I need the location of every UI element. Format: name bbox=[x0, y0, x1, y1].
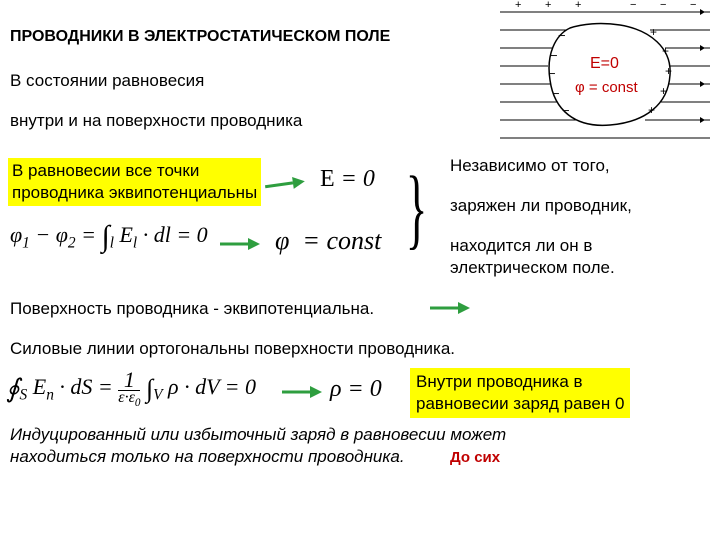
diag-label-E0: E=0 bbox=[590, 55, 619, 72]
brace-icon: } bbox=[406, 168, 428, 249]
svg-text:+: + bbox=[648, 103, 655, 117]
induced-charge-text: Индуцированный или избыточный заряд в ра… bbox=[10, 424, 506, 468]
formula-E0: E = 0 bbox=[320, 166, 375, 193]
page-title: ПРОВОДНИКИ В ЭЛЕКТРОСТАТИЧЕСКОМ ПОЛЕ bbox=[10, 28, 390, 46]
svg-text:−: − bbox=[552, 86, 560, 101]
svg-text:+: + bbox=[660, 84, 667, 98]
equilibrium-text: В состоянии равновесия bbox=[10, 70, 204, 92]
arrow-icon-2 bbox=[220, 238, 260, 250]
diag-label-phiconst: φ = const bbox=[575, 79, 639, 96]
in-field-text: находится ли он в электрическом поле. bbox=[450, 235, 615, 279]
do-sih-text: До сих bbox=[450, 448, 500, 468]
inside-surface-text: внутри и на поверхности проводника bbox=[10, 110, 302, 132]
charged-text: заряжен ли проводник, bbox=[450, 195, 632, 217]
surface-equipotential-text: Поверхность проводника - эквипотенциальн… bbox=[10, 298, 374, 320]
formula-surface-integral: ∮S En · dS = 1ε·ε0 ∫V ρ · dV = 0 bbox=[6, 370, 256, 408]
formula-rho-zero: ρ = 0 bbox=[330, 376, 382, 403]
svg-text:+: + bbox=[575, 0, 581, 11]
formula-phi-const: φ = const bbox=[275, 226, 381, 256]
svg-text:+: + bbox=[515, 0, 521, 11]
formula-integral-phi: φ1 − φ2 = ∫l El · dl = 0 bbox=[10, 220, 208, 254]
equipotential-all-text: В равновесии все точки проводника эквипо… bbox=[8, 158, 261, 206]
svg-text:−: − bbox=[550, 48, 558, 63]
svg-text:+: + bbox=[662, 44, 669, 58]
svg-text:+: + bbox=[650, 25, 657, 39]
inside-zero-text: Внутри проводника в равновесии заряд рав… bbox=[410, 368, 630, 418]
arrow-icon-4 bbox=[282, 386, 322, 398]
svg-text:−: − bbox=[660, 0, 666, 11]
svg-text:+: + bbox=[665, 64, 672, 78]
arrow-icon-1 bbox=[264, 175, 305, 192]
svg-text:−: − bbox=[558, 28, 566, 43]
arrow-icon-3 bbox=[430, 302, 470, 314]
svg-text:−: − bbox=[690, 0, 696, 11]
conductor-diagram: − − − − − + + + + + +++ −−− E=0 φ = cons… bbox=[500, 0, 710, 150]
svg-text:−: − bbox=[630, 0, 636, 11]
independent-text: Независимо от того, bbox=[450, 155, 610, 177]
svg-text:+: + bbox=[545, 0, 551, 11]
field-lines-ortho-text: Силовые линии ортогональны поверхности п… bbox=[10, 338, 455, 360]
svg-text:−: − bbox=[548, 66, 556, 81]
svg-text:−: − bbox=[562, 103, 570, 118]
